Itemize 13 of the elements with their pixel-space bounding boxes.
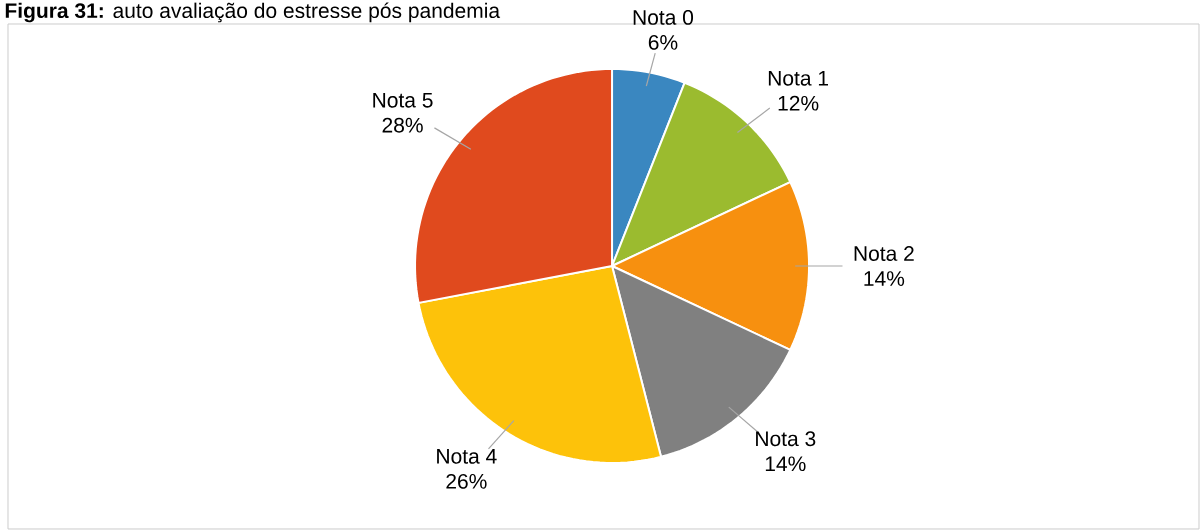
slice-label: Nota 1 bbox=[768, 71, 828, 86]
slice-label: Nota 2 bbox=[854, 246, 914, 261]
data-label: 12% bbox=[778, 95, 819, 111]
slice-label: Nota 5 bbox=[373, 92, 433, 108]
slice-label: Nota 3 bbox=[756, 431, 816, 447]
data-label: 14% bbox=[864, 271, 905, 286]
data-label: 28% bbox=[382, 117, 423, 133]
data-label: 26% bbox=[446, 473, 487, 489]
slice-label: Nota 4 bbox=[437, 449, 497, 464]
data-label: 14% bbox=[765, 456, 806, 472]
chart-title: Figura 31: auto avaliação do estresse pós pandemia bbox=[5, 2, 501, 23]
data-label: 6% bbox=[648, 34, 678, 50]
slice-label: Nota 0 bbox=[633, 9, 694, 25]
